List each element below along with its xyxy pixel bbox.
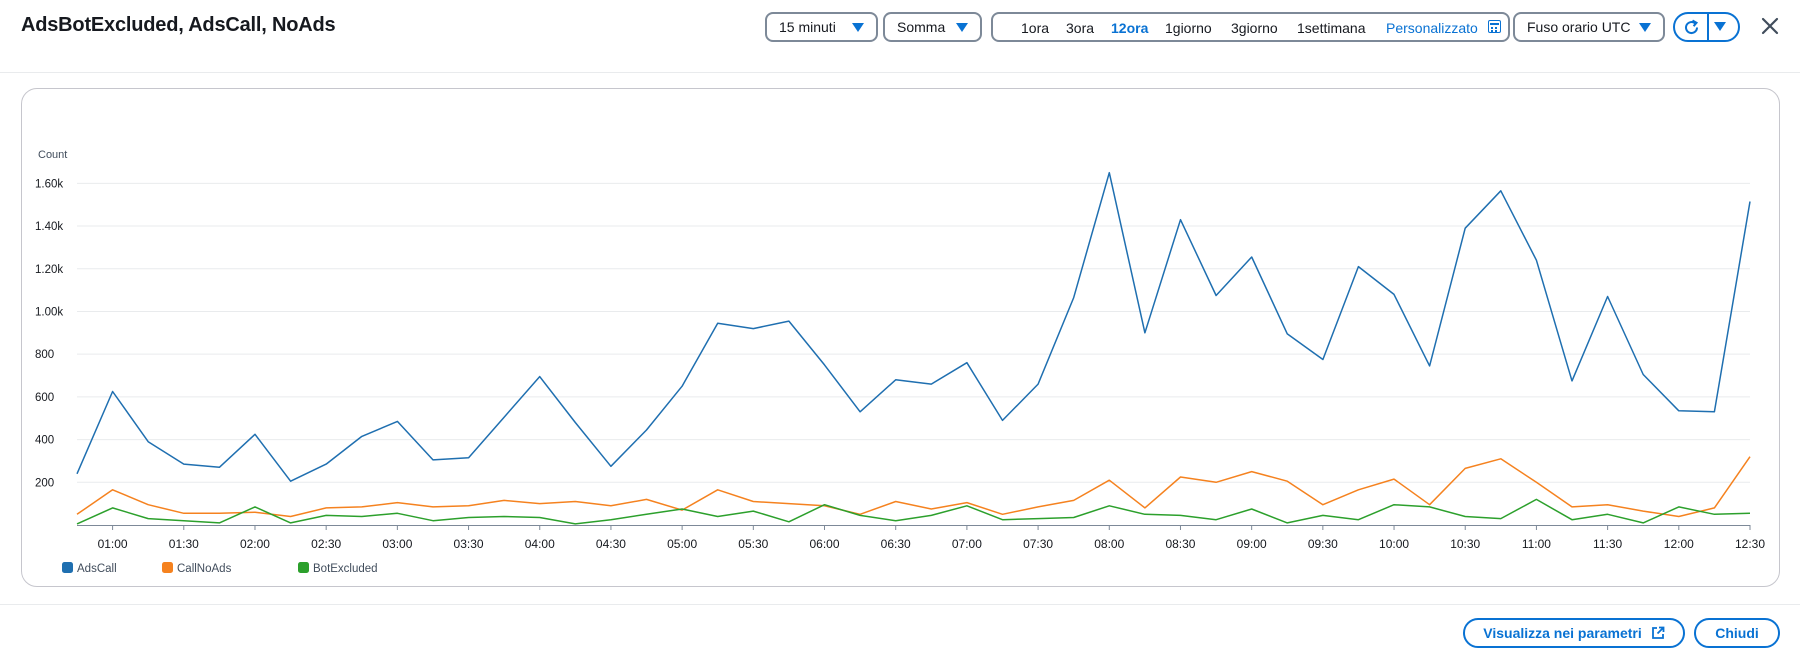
x-tick-labels: 01:00 01:30 02:00 02:30 03:00 03:30 04:00 04:30… xyxy=(98,525,1765,551)
y-tick-label: 600 xyxy=(35,392,54,404)
line-chart: Count 200 400 600 800 1.00k 1.20k 1.40k 1.60k 0… xyxy=(35,149,1765,575)
y-tick-label: 800 xyxy=(35,349,54,361)
range-option-1settimana[interactable]: 1settimana xyxy=(1297,20,1366,36)
x-tick-label: 06:00 xyxy=(809,537,839,551)
close-button-label: Chiudi xyxy=(1715,625,1759,641)
range-option-3giorno[interactable]: 3giorno xyxy=(1231,20,1278,36)
view-in-metrics-button[interactable]: Visualizza nei parametri xyxy=(1463,618,1685,648)
legend-swatch xyxy=(162,562,173,573)
range-option-12ora[interactable]: 12ora xyxy=(1111,20,1149,36)
legend-label: CallNoAds xyxy=(177,563,232,575)
y-tick-label: 1.00k xyxy=(35,306,63,318)
refresh-button-group xyxy=(1673,12,1740,42)
timezone-select[interactable]: Fuso orario UTC xyxy=(1513,12,1665,42)
x-tick-label: 07:00 xyxy=(952,537,982,551)
x-tick-label: 02:00 xyxy=(240,537,270,551)
legend-label: AdsCall xyxy=(77,563,117,575)
chart-card: Count 200 400 600 800 1.00k 1.20k 1.40k 1.60k 0… xyxy=(21,88,1780,587)
legend-item-AdsCall[interactable]: AdsCall xyxy=(62,562,117,575)
x-tick-label: 04:30 xyxy=(596,537,626,551)
range-option-custom[interactable]: Personalizzato xyxy=(1386,20,1478,36)
y-tick-labels: 200 400 600 800 1.00k 1.20k 1.40k 1.60k xyxy=(35,178,63,489)
statistic-select[interactable]: Somma xyxy=(883,12,982,42)
y-axis-label: Count xyxy=(38,149,67,161)
x-tick-label: 01:00 xyxy=(98,537,128,551)
range-option-3ora[interactable]: 3ora xyxy=(1066,20,1095,36)
x-tick-label: 08:30 xyxy=(1165,537,1195,551)
caret-down-icon xyxy=(956,23,968,32)
series-line-AdsCall[interactable] xyxy=(76,171,1751,482)
header-bar: AdsBotExcluded, AdsCall, NoAds 15 minuti… xyxy=(0,0,1800,60)
x-tick-label: 04:00 xyxy=(525,537,555,551)
x-tick-label: 09:30 xyxy=(1308,537,1338,551)
caret-down-icon xyxy=(852,23,864,32)
calendar-icon[interactable] xyxy=(1488,20,1501,33)
y-tick-label: 400 xyxy=(35,435,54,447)
grid-lines xyxy=(77,182,1750,483)
x-tick-label: 07:30 xyxy=(1023,537,1053,551)
range-option-1giorno[interactable]: 1giorno xyxy=(1165,20,1212,36)
refresh-options-caret-icon[interactable] xyxy=(1714,22,1726,31)
x-tick-label: 12:30 xyxy=(1735,537,1765,551)
x-tick-label: 12:00 xyxy=(1664,537,1694,551)
time-range-selector: 1ora 3ora 12ora 1giorno 3giorno 1settima… xyxy=(991,12,1510,42)
series-line-BotExcluded[interactable] xyxy=(76,498,1751,525)
x-tick-label: 10:30 xyxy=(1450,537,1480,551)
statistic-select-value: Somma xyxy=(897,19,946,35)
x-tick-label: 11:30 xyxy=(1593,537,1622,551)
legend-swatch xyxy=(62,562,73,573)
caret-down-icon xyxy=(1639,23,1651,32)
x-tick-label: 11:00 xyxy=(1522,537,1551,551)
x-tick-label: 03:30 xyxy=(454,537,484,551)
view-in-metrics-label: Visualizza nei parametri xyxy=(1483,625,1642,641)
legend-label: BotExcluded xyxy=(313,563,378,575)
close-button[interactable]: Chiudi xyxy=(1694,618,1780,648)
x-tick-label: 05:30 xyxy=(738,537,768,551)
x-tick-label: 06:30 xyxy=(881,537,911,551)
x-tick-label: 02:30 xyxy=(311,537,341,551)
legend-item-CallNoAds[interactable]: CallNoAds xyxy=(162,562,232,575)
y-tick-label: 1.40k xyxy=(35,221,63,233)
x-tick-label: 03:00 xyxy=(382,537,412,551)
period-select[interactable]: 15 minuti xyxy=(765,12,878,42)
series-line-CallNoAds[interactable] xyxy=(76,456,1751,518)
x-tick-label: 01:30 xyxy=(169,537,199,551)
period-select-value: 15 minuti xyxy=(779,19,836,35)
close-icon[interactable] xyxy=(1758,14,1782,38)
page-title: AdsBotExcluded, AdsCall, NoAds xyxy=(21,14,336,36)
x-tick-label: 09:00 xyxy=(1237,537,1267,551)
chart-legend: AdsCall CallNoAds BotExcluded xyxy=(62,562,378,575)
legend-item-BotExcluded[interactable]: BotExcluded xyxy=(298,562,378,575)
range-option-1ora[interactable]: 1ora xyxy=(1021,20,1050,36)
legend-swatch xyxy=(298,562,309,573)
y-tick-label: 1.20k xyxy=(35,264,63,276)
footer-divider xyxy=(0,604,1800,605)
external-link-icon xyxy=(1651,626,1665,639)
header-divider xyxy=(0,72,1800,73)
y-tick-label: 200 xyxy=(35,477,54,489)
x-tick-label: 05:00 xyxy=(667,537,697,551)
series-lines xyxy=(76,171,1751,525)
refresh-icon[interactable] xyxy=(1683,19,1700,36)
x-tick-label: 10:00 xyxy=(1379,537,1409,551)
button-separator xyxy=(1707,14,1709,40)
timezone-select-value: Fuso orario UTC xyxy=(1527,19,1631,35)
x-tick-label: 08:00 xyxy=(1094,537,1124,551)
y-tick-label: 1.60k xyxy=(35,178,63,190)
